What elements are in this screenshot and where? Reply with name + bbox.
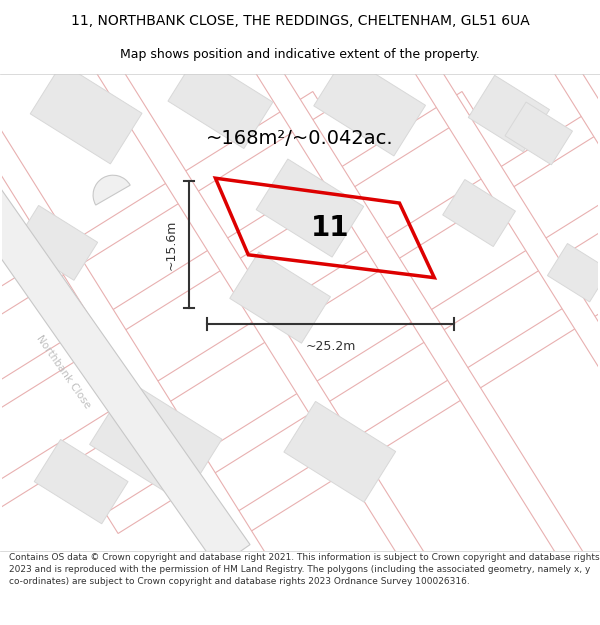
Polygon shape — [199, 0, 600, 625]
Polygon shape — [230, 252, 331, 343]
Polygon shape — [497, 0, 600, 625]
Text: Northbank Close: Northbank Close — [34, 334, 92, 411]
Text: ~168m²/~0.042ac.: ~168m²/~0.042ac. — [206, 129, 394, 148]
Text: ~25.2m: ~25.2m — [305, 340, 356, 353]
Polygon shape — [30, 63, 142, 164]
Polygon shape — [314, 55, 425, 156]
Polygon shape — [0, 91, 475, 534]
Text: 11, NORTHBANK CLOSE, THE REDDINGS, CHELTENHAM, GL51 6UA: 11, NORTHBANK CLOSE, THE REDDINGS, CHELT… — [71, 14, 529, 28]
Polygon shape — [547, 244, 600, 302]
Polygon shape — [34, 439, 128, 524]
Wedge shape — [93, 175, 130, 205]
Text: ~15.6m: ~15.6m — [164, 219, 177, 269]
Polygon shape — [256, 159, 364, 257]
Polygon shape — [0, 137, 250, 568]
Polygon shape — [15, 206, 98, 280]
Polygon shape — [106, 91, 600, 534]
Polygon shape — [235, 91, 600, 534]
Polygon shape — [358, 0, 600, 625]
Polygon shape — [89, 381, 222, 503]
Polygon shape — [0, 0, 322, 625]
Polygon shape — [284, 401, 395, 502]
Polygon shape — [0, 91, 600, 534]
Text: 11: 11 — [311, 214, 349, 242]
Polygon shape — [443, 179, 515, 246]
Polygon shape — [39, 0, 481, 625]
Polygon shape — [0, 91, 325, 534]
Polygon shape — [469, 76, 550, 152]
Polygon shape — [168, 54, 273, 149]
Text: Contains OS data © Crown copyright and database right 2021. This information is : Contains OS data © Crown copyright and d… — [9, 553, 599, 586]
Text: Map shows position and indicative extent of the property.: Map shows position and indicative extent… — [120, 48, 480, 61]
Polygon shape — [505, 102, 572, 165]
